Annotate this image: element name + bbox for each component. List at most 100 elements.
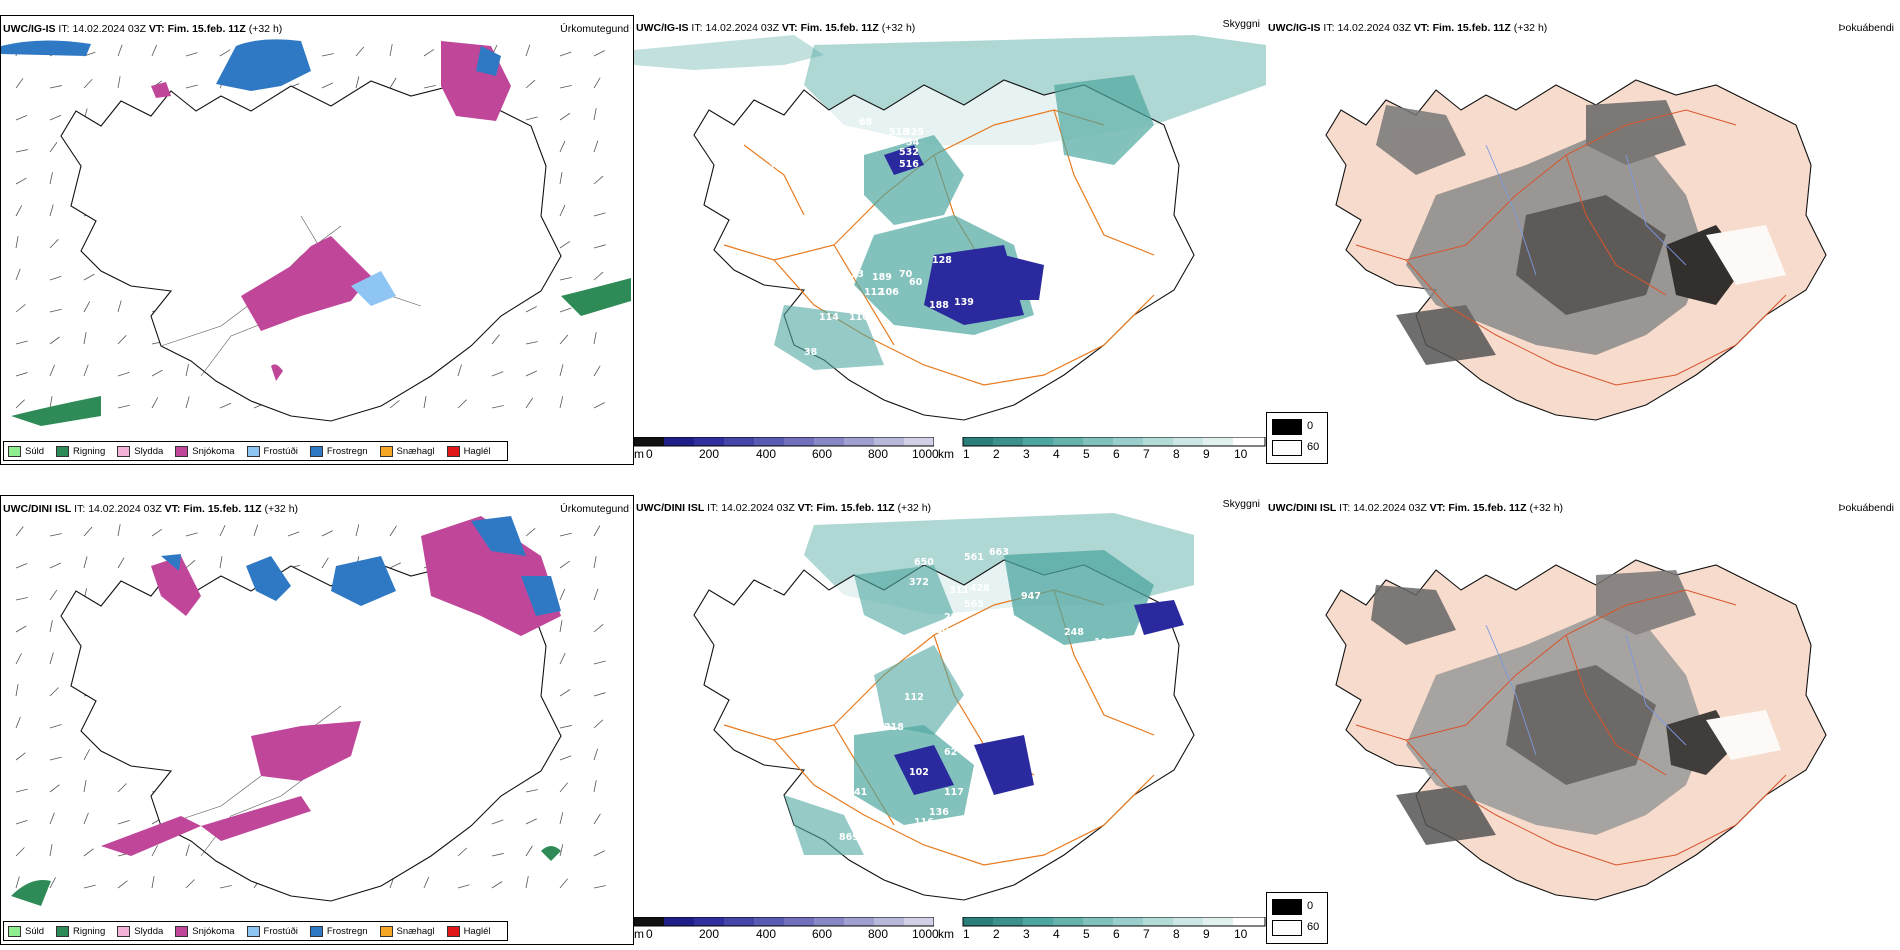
visibility-value-label: 60: [909, 277, 923, 288]
visibility-value-label: 128: [932, 255, 952, 266]
height-tick: 800: [868, 927, 889, 941]
wind-barb: [49, 533, 62, 537]
wind-barb: [593, 719, 604, 729]
visibility-value-label: 428: [970, 583, 990, 594]
wind-barb: [185, 52, 198, 57]
height-tick: 400: [756, 927, 777, 941]
wind-barb: [117, 880, 128, 889]
wind-barb: [15, 205, 23, 217]
wind-barb: [593, 212, 606, 217]
visibility-value-label: 11: [749, 232, 762, 243]
visibility-value-label: 112: [904, 692, 924, 703]
wind-barb: [15, 847, 25, 857]
wind-barb: [559, 140, 566, 153]
wind-barb: [389, 400, 400, 409]
legend-swatch: [56, 925, 70, 937]
wind-barb: [559, 812, 564, 825]
wind-barb: [49, 724, 62, 729]
wind-barb: [15, 788, 28, 793]
wind-barb: [15, 340, 28, 345]
panel-title: Úrkomutegund: [560, 503, 629, 515]
legend-item-rigning: Rigning: [56, 445, 105, 457]
wind-barb: [321, 530, 333, 537]
height-tick: 600: [812, 927, 833, 941]
wind-barb: [593, 885, 606, 889]
wind-barb: [321, 557, 329, 569]
fog-swatch-min: [1272, 920, 1302, 936]
fog-key-min: 60: [1307, 441, 1320, 453]
wind-barb: [15, 526, 24, 537]
wind-barb: [15, 268, 21, 281]
distance-unit: km: [938, 447, 954, 461]
visibility-value-label: 399: [959, 652, 979, 663]
distance-tick: 5: [1083, 927, 1090, 941]
wind-barb: [593, 692, 606, 697]
wind-barb: [593, 780, 597, 793]
wind-barb: [49, 652, 54, 665]
visibility-value-label: 35: [829, 162, 842, 173]
wind-barb: [49, 396, 53, 409]
wind-barb: [525, 341, 538, 345]
distance-tick: 6: [1113, 447, 1120, 461]
wind-barb: [525, 116, 538, 121]
precip-map: [11, 516, 606, 906]
visibility-panel-top: UWC/IG-IS IT: 14.02.2024 03Z VT: Fim. 15…: [634, 15, 1266, 465]
wind-barb: [491, 881, 503, 889]
legend-item-haglel: Haglél: [446, 445, 491, 457]
panel-header: UWC/IG-IS IT: 14.02.2024 03Z VT: Fim. 15…: [1268, 22, 1548, 34]
wind-barb: [389, 525, 397, 537]
distance-tick: 3: [1023, 447, 1030, 461]
wind-barb: [117, 404, 130, 409]
panel-title: Þokuábendi: [1838, 22, 1894, 34]
wind-barb: [559, 84, 572, 89]
fog-key-top: 0 60: [1266, 412, 1328, 464]
legend-swatch: [117, 445, 131, 457]
wind-barb: [49, 687, 59, 697]
height-unit: m: [634, 927, 644, 941]
wind-barb: [593, 660, 606, 665]
visibility-value-label: 68: [859, 117, 873, 128]
wind-barb: [185, 84, 198, 89]
wind-barb: [219, 885, 232, 889]
legend-item-frostudi: Frostúði: [246, 445, 298, 457]
wind-barb: [83, 364, 89, 377]
wind-barb: [593, 748, 599, 761]
wind-barb: [15, 114, 28, 121]
wind-barb: [457, 847, 468, 857]
visibility-value-label: 112: [864, 287, 884, 298]
legend-swatch: [446, 445, 460, 457]
wind-barb: [185, 879, 195, 889]
wind-barb: [525, 306, 537, 313]
panel-title: Úrkomutegund: [560, 23, 629, 35]
precip-panel-bottom: UWC/DINI ISL IT: 14.02.2024 03Z VT: Fim.…: [0, 495, 634, 945]
fog-map: [1325, 559, 1827, 901]
legend-item-snjokoma: Snjókoma: [175, 925, 235, 937]
wind-barb: [151, 528, 163, 537]
wind-barb: [559, 276, 572, 281]
wind-barb: [83, 884, 96, 889]
wind-barb: [49, 784, 60, 793]
visibility-value-label: 41: [854, 787, 867, 798]
fog-swatch-max: [1272, 419, 1302, 435]
wind-barb: [83, 749, 90, 761]
wind-barb: [321, 53, 334, 57]
distance-tick: 3: [1023, 927, 1030, 941]
wind-barb: [49, 336, 60, 345]
wind-barb: [15, 752, 26, 761]
visibility-value-label: 136: [929, 807, 949, 818]
legend-swatch: [379, 445, 393, 457]
wind-barb: [423, 48, 435, 57]
legend-swatch: [175, 445, 189, 457]
wind-barb: [559, 307, 572, 313]
visibility-value-label: 113: [844, 269, 864, 280]
visibility-value-label: 149: [809, 199, 829, 210]
legend-item-snaehagl: Snæhagl: [379, 925, 435, 937]
panel-header: UWC/DINI ISL IT: 14.02.2024 03Z VT: Fim.…: [636, 502, 932, 514]
wind-barb: [287, 531, 300, 537]
height-tick: 200: [699, 927, 720, 941]
visibility-value-label: 188: [929, 300, 949, 311]
legend-item-rigning: Rigning: [56, 925, 105, 937]
wind-barb: [49, 142, 58, 153]
wind-barb: [525, 528, 536, 537]
